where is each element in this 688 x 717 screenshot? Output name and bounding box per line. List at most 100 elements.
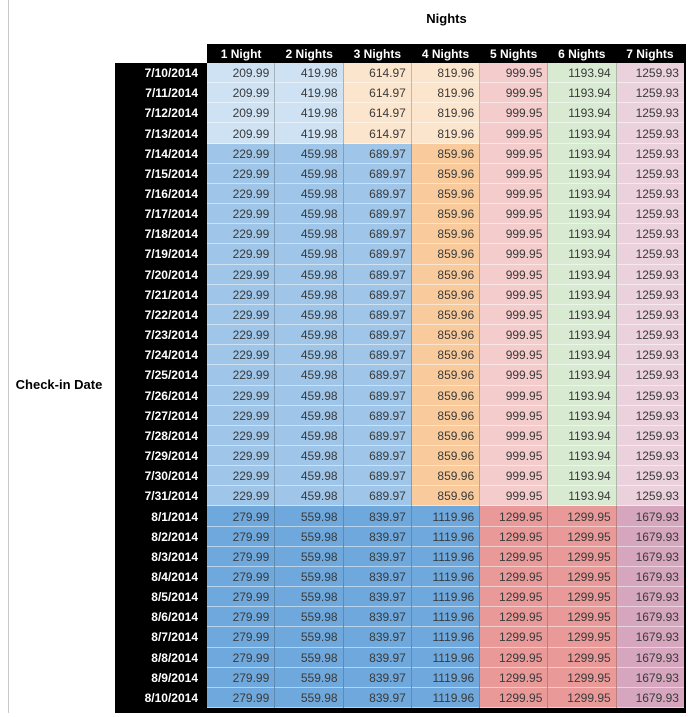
price-cell[interactable]: 1119.96 xyxy=(411,566,481,588)
col-header[interactable]: 5 Nights xyxy=(489,46,538,61)
price-cell[interactable]: 279.99 xyxy=(207,647,276,668)
row-header-date[interactable]: 8/7/2014 xyxy=(115,627,207,648)
price-cell[interactable]: 1193.94 xyxy=(548,83,617,104)
price-cell[interactable]: 999.95 xyxy=(480,405,549,426)
price-cell[interactable]: 1193.94 xyxy=(548,143,617,164)
price-cell[interactable]: 1679.93 xyxy=(616,566,686,588)
price-cell[interactable]: 1259.93 xyxy=(616,486,686,507)
price-cell[interactable]: 839.97 xyxy=(343,627,412,648)
price-cell[interactable]: 999.95 xyxy=(480,466,549,487)
price-cell[interactable]: 229.99 xyxy=(207,325,276,346)
price-cell[interactable]: 1259.93 xyxy=(616,466,686,487)
price-cell[interactable]: 859.96 xyxy=(411,244,481,265)
row-header-date[interactable]: 7/23/2014 xyxy=(115,325,207,346)
price-cell[interactable]: 559.98 xyxy=(275,647,344,668)
price-cell[interactable]: 999.95 xyxy=(480,445,549,467)
price-cell[interactable]: 559.98 xyxy=(275,667,344,688)
row-header-date[interactable]: 7/29/2014 xyxy=(115,445,207,467)
price-cell[interactable]: 1193.94 xyxy=(548,244,617,265)
price-cell[interactable]: 559.98 xyxy=(275,587,344,608)
price-cell[interactable]: 229.99 xyxy=(207,244,276,265)
price-cell[interactable]: 1119.96 xyxy=(411,647,481,668)
price-cell[interactable]: 1119.96 xyxy=(411,667,481,688)
price-cell[interactable]: 459.98 xyxy=(275,445,344,467)
price-cell[interactable]: 999.95 xyxy=(480,63,549,84)
price-cell[interactable]: 279.99 xyxy=(207,566,276,588)
price-cell[interactable]: 1193.94 xyxy=(548,345,617,366)
price-cell[interactable]: 279.99 xyxy=(207,546,276,567)
price-cell[interactable]: 839.97 xyxy=(343,647,412,668)
price-cell[interactable]: 1679.93 xyxy=(616,647,686,668)
price-cell[interactable]: 1259.93 xyxy=(616,163,686,184)
price-cell[interactable]: 559.98 xyxy=(275,506,344,527)
price-cell[interactable]: 1299.95 xyxy=(480,587,549,608)
price-cell[interactable]: 559.98 xyxy=(275,627,344,648)
price-cell[interactable]: 859.96 xyxy=(411,163,481,184)
price-cell[interactable]: 459.98 xyxy=(275,385,344,406)
price-cell[interactable]: 419.98 xyxy=(275,103,344,124)
price-cell[interactable]: 614.97 xyxy=(343,103,412,124)
price-cell[interactable]: 1299.95 xyxy=(548,587,617,608)
price-cell[interactable]: 1193.94 xyxy=(548,325,617,346)
row-header-date[interactable]: 7/16/2014 xyxy=(115,183,207,205)
price-cell[interactable]: 1193.94 xyxy=(548,163,617,184)
price-cell[interactable]: 229.99 xyxy=(207,224,276,245)
price-cell[interactable]: 1259.93 xyxy=(616,385,686,406)
row-header-date[interactable]: 7/28/2014 xyxy=(115,425,207,446)
price-cell[interactable]: 859.96 xyxy=(411,183,481,205)
price-cell[interactable]: 1259.93 xyxy=(616,224,686,245)
price-cell[interactable]: 279.99 xyxy=(207,587,276,608)
price-cell[interactable]: 999.95 xyxy=(480,83,549,104)
price-cell[interactable]: 999.95 xyxy=(480,365,549,386)
row-header-date[interactable]: 8/1/2014 xyxy=(115,506,207,527)
price-cell[interactable]: 839.97 xyxy=(343,607,412,628)
price-cell[interactable]: 839.97 xyxy=(343,587,412,608)
price-cell[interactable]: 459.98 xyxy=(275,183,344,205)
price-cell[interactable]: 999.95 xyxy=(480,385,549,406)
price-cell[interactable]: 1193.94 xyxy=(548,365,617,386)
row-header-date[interactable]: 7/12/2014 xyxy=(115,103,207,124)
price-cell[interactable]: 1193.94 xyxy=(548,224,617,245)
price-cell[interactable]: 999.95 xyxy=(480,183,549,205)
price-cell[interactable]: 689.97 xyxy=(343,163,412,184)
price-cell[interactable]: 459.98 xyxy=(275,304,344,326)
row-header-date[interactable]: 7/25/2014 xyxy=(115,365,207,386)
price-cell[interactable]: 999.95 xyxy=(480,325,549,346)
price-cell[interactable]: 1259.93 xyxy=(616,405,686,426)
price-cell[interactable]: 1119.96 xyxy=(411,627,481,648)
price-cell[interactable]: 859.96 xyxy=(411,425,481,446)
price-cell[interactable]: 1299.95 xyxy=(480,627,549,648)
price-cell[interactable]: 689.97 xyxy=(343,244,412,265)
price-cell[interactable]: 689.97 xyxy=(343,284,412,305)
price-cell[interactable]: 689.97 xyxy=(343,183,412,205)
row-header-date[interactable]: 8/2/2014 xyxy=(115,526,207,547)
price-cell[interactable]: 819.96 xyxy=(411,63,481,84)
price-cell[interactable]: 459.98 xyxy=(275,365,344,386)
price-cell[interactable]: 279.99 xyxy=(207,607,276,628)
price-cell[interactable]: 1679.93 xyxy=(616,526,686,547)
price-cell[interactable]: 689.97 xyxy=(343,224,412,245)
row-header-date[interactable]: 7/22/2014 xyxy=(115,304,207,326)
price-cell[interactable]: 1299.95 xyxy=(548,546,617,567)
price-cell[interactable]: 229.99 xyxy=(207,345,276,366)
price-cell[interactable]: 1193.94 xyxy=(548,445,617,467)
price-cell[interactable]: 1679.93 xyxy=(616,587,686,608)
price-cell[interactable]: 1259.93 xyxy=(616,345,686,366)
row-header-date[interactable]: 7/30/2014 xyxy=(115,466,207,487)
price-cell[interactable]: 559.98 xyxy=(275,607,344,628)
price-cell[interactable]: 1299.95 xyxy=(548,687,617,708)
price-cell[interactable]: 689.97 xyxy=(343,304,412,326)
price-cell[interactable]: 689.97 xyxy=(343,486,412,507)
row-header-date[interactable]: 7/26/2014 xyxy=(115,385,207,406)
row-header-date[interactable]: 8/3/2014 xyxy=(115,546,207,567)
price-cell[interactable]: 559.98 xyxy=(275,546,344,567)
price-cell[interactable]: 279.99 xyxy=(207,526,276,547)
price-cell[interactable]: 1299.95 xyxy=(480,667,549,688)
price-cell[interactable]: 859.96 xyxy=(411,224,481,245)
col-header[interactable]: 7 Nights xyxy=(626,46,674,61)
row-header-date[interactable]: 7/31/2014 xyxy=(115,486,207,507)
price-cell[interactable]: 1299.95 xyxy=(480,506,549,527)
price-cell[interactable]: 1259.93 xyxy=(616,425,686,446)
price-cell[interactable]: 459.98 xyxy=(275,466,344,487)
price-cell[interactable]: 999.95 xyxy=(480,244,549,265)
